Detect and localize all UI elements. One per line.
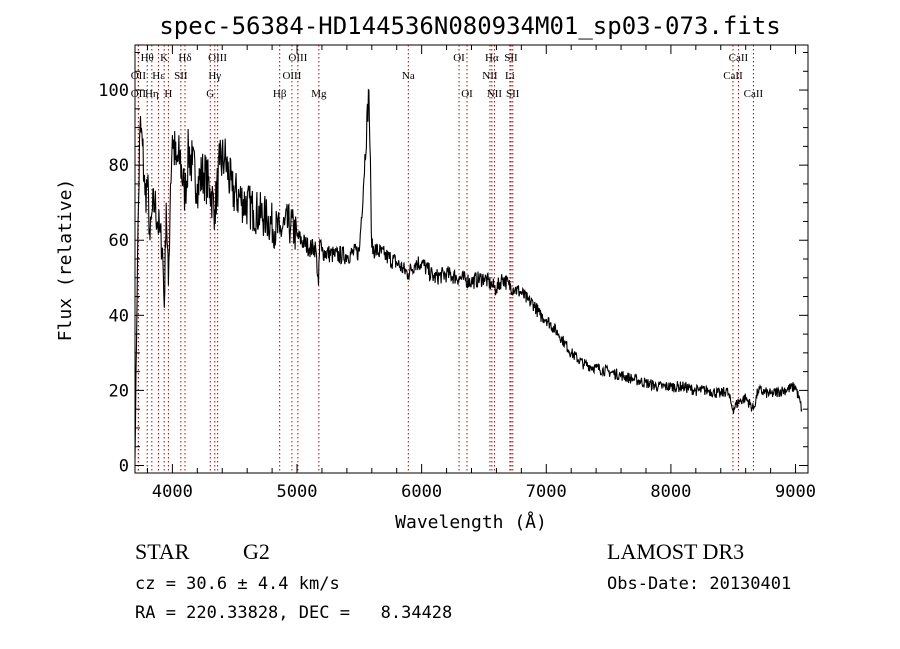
y-tick-label-1: 20 [109,381,129,401]
line-label-15: Mg [311,88,327,100]
x-tick-label-0: 4000 [152,482,193,502]
observation-date: Obs-Date: 20130401 [607,574,792,594]
sky-coordinates: RA = 220.33828, DEC = 8.34428 [135,603,453,623]
line-label-13: OIII [282,70,301,82]
spectral-line-markers [137,45,754,473]
x-axis-label: Wavelength (Å) [395,511,547,533]
y-tick-label-3: 60 [109,231,129,251]
y-tick-label-5: 100 [98,81,129,101]
object-class: STAR [135,539,190,564]
line-label-6: H [164,88,172,100]
line-label-3: Hη [145,88,159,100]
line-label-5: K [160,52,168,64]
line-label-9: OIII [208,52,227,64]
line-label-16: Na [402,70,415,82]
x-tick-label-1: 5000 [277,482,318,502]
object-subclass: G2 [243,539,270,564]
x-tick-label-3: 7000 [526,482,567,502]
line-label-20: NII [487,88,503,100]
axis-ticks: 4000 5000 6000 7000 8000 9000 0 20 40 60 80 100 [98,45,816,502]
line-label-18: OI [461,88,473,100]
line-label-19: NII [482,70,498,82]
line-label-26: CaII [729,52,749,64]
line-label-27: CaII [744,88,764,100]
line-label-11: G [206,88,214,100]
line-label-14: OIII [288,52,307,64]
line-label-24: SII [506,88,520,100]
redshift-velocity: cz = 30.6 ± 4.4 km/s [135,574,340,594]
plot-frame [134,44,809,474]
y-tick-label-4: 80 [109,156,129,176]
y-tick-label-0: 0 [119,456,129,476]
line-label-25: CaII [723,70,743,82]
y-tick-label-2: 40 [109,306,129,326]
line-label-21: Hα [485,52,499,64]
y-axis-label: Flux (relative) [55,179,76,342]
x-tick-label-4: 8000 [650,482,691,502]
line-label-8: Hδ [178,52,191,64]
line-label-17: OI [453,52,465,64]
line-label-4: Hε [152,70,165,82]
line-label-12: Hβ [273,88,287,100]
line-label-10: Hγ [208,70,221,82]
line-label-2: Hθ [141,52,154,64]
line-label-0: OII [131,70,147,82]
line-label-23: Li [505,70,515,82]
line-label-22: SII [504,52,518,64]
flux-series-line [134,88,803,459]
x-tick-label-2: 6000 [401,482,442,502]
line-label-7: SII [174,70,188,82]
x-tick-label-5: 9000 [775,482,816,502]
survey-name: LAMOST DR3 [607,539,745,564]
chart-title: spec-56384-HD144536N080934M01_sp03-073.f… [159,12,780,40]
